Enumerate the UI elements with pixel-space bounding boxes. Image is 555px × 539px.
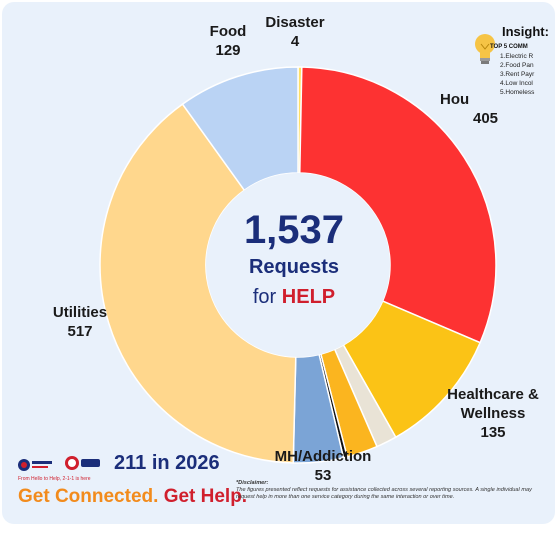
insight-item: 4.Low Incol [500,80,533,87]
insight-title: Insight: [502,24,549,39]
label-healthcare-name1: Healthcare & [447,386,539,403]
slogan-part-b: Get Help. [163,486,248,507]
label-disaster: Disaster 4 [260,13,330,51]
donut-chart [99,66,497,464]
label-utilities-value: 517 [67,323,93,340]
disclaimer-text: The figures presented reflect requests f… [236,487,532,500]
insight-box: Insight: TOP 5 COMM 1.Electric R 2.Food … [470,20,555,120]
label-utilities-name: Utilities [52,304,108,321]
label-mh-addiction: MH/Addiction 53 [268,447,378,485]
center-for-help: for HELP [214,286,374,309]
label-healthcare-name2: Wellness [460,405,526,422]
label-food-name: Food [209,23,247,40]
label-healthcare-value: 135 [480,424,506,441]
texas-hhs-logo [18,459,52,471]
lightbulb-icon [475,34,495,64]
center-help: HELP [281,286,336,308]
label-housing-name: Hou [440,91,470,108]
insight-list: 1.Electric R 2.Food Pan 3.Rent Payr 4.Lo… [500,52,534,97]
label-housing-value: 405 [473,110,499,127]
center-for: for [252,286,277,308]
disclaimer-title: *Disclaimer: [236,480,269,486]
insight-item: 3.Rent Payr [500,71,535,78]
brand-block: 211 in 2026 From Hello to Help, 2-1-1 is… [18,450,247,520]
infographic-card: Food 129 Disaster 4 Hou 405 Healthcare &… [2,2,555,524]
brand-slogan: Get Connected. Get Help. [18,486,247,508]
label-disaster-name: Disaster [265,14,325,31]
label-healthcare: Healthcare & Wellness 135 [438,385,548,442]
brand-title: 211 in 2026 [114,452,220,474]
insight-item: 1.Electric R [500,53,534,60]
211-badge-logo [65,456,100,470]
insight-heading: TOP 5 COMM [490,44,528,50]
label-food-value: 129 [215,42,241,59]
label-housing: Hou 405 [440,90,510,128]
label-mh-value: 53 [314,467,332,484]
label-food: Food 129 [202,22,254,60]
label-utilities: Utilities 517 [40,303,120,341]
label-disaster-value: 4 [290,33,300,50]
slogan-part-a: Get Connected. [18,486,159,507]
disclaimer: *Disclaimer: The figures presented refle… [236,480,548,501]
center-requests: Requests [248,256,340,278]
label-mh-name: MH/Addiction [274,448,372,465]
insight-item: 5.Homeless [500,89,535,96]
donut-hole [206,173,390,357]
center-total: 1,537 [243,208,345,252]
brand-tagline: From Hello to Help, 2-1-1 is here [18,476,91,482]
insight-item: 2.Food Pan [500,62,534,69]
